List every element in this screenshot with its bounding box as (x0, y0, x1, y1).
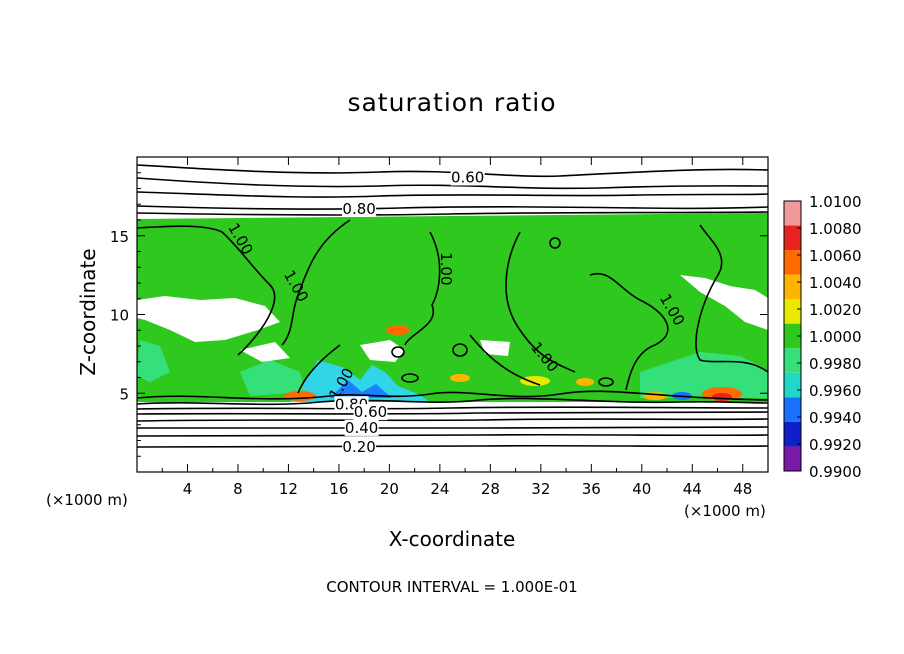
x-unit-left: (×1000 m) (46, 491, 128, 509)
x-tick-label: 44 (683, 480, 702, 498)
y-tick-label: 5 (119, 385, 129, 403)
contour-label: 0.80 (342, 200, 375, 218)
x-tick-label: 48 (733, 480, 752, 498)
x-tick-label: 40 (632, 480, 651, 498)
very-low-ratio-region (330, 380, 392, 398)
x-unit-right: (×1000 m) (684, 502, 766, 520)
y-axis-ticks: 5 10 15 (110, 172, 768, 457)
colorbar-swatch (784, 397, 801, 422)
cyan-patch-right (640, 352, 768, 398)
x-axis-label: X-coordinate (388, 527, 516, 551)
cloud-hole (680, 275, 768, 330)
chart-title: saturation ratio (347, 88, 557, 117)
cyan-patch-mid (240, 360, 305, 396)
colorbar-swatch (784, 274, 801, 300)
colorbar-swatch (784, 250, 801, 275)
colorbar-label: 0.9900 (809, 463, 862, 481)
supersaturation-spot (520, 376, 550, 386)
contour-label: 1.00 (437, 252, 455, 285)
contour-label-bg (342, 200, 377, 217)
contour-label-bg (450, 169, 485, 186)
supersaturation-spot (712, 393, 732, 401)
x-tick-label: 4 (183, 480, 193, 498)
x-tick-label: 8 (233, 480, 243, 498)
colorbar-label: 1.0040 (809, 274, 862, 292)
colorbar-label: 0.9920 (809, 436, 862, 454)
colorbar-label: 1.0020 (809, 301, 862, 319)
colorbar-swatch (784, 421, 801, 447)
saturation-field (137, 213, 768, 402)
colorbar-label: 0.9980 (809, 355, 862, 373)
contour-label: 0.60 (451, 168, 484, 186)
low-ratio-region (290, 360, 430, 402)
x-tick-label: 28 (481, 480, 500, 498)
contour-interval-note: CONTOUR INTERVAL = 1.000E-01 (326, 578, 578, 596)
colorbar-label: 1.0100 (809, 193, 862, 211)
colorbar-swatch (784, 225, 801, 251)
colorbar-swatch (784, 372, 801, 398)
colorbar-swatch (784, 323, 801, 349)
supersaturation-spot (386, 325, 410, 335)
contour-lines (137, 164, 768, 448)
cyan-patch-left (137, 340, 170, 382)
contour-label: 0.60 (354, 403, 387, 421)
contour-label: 0.40 (345, 419, 378, 437)
colorbar-label: 1.0080 (809, 220, 862, 238)
colorbar: 1.0100 1.0080 1.0060 1.0040 1.0020 1.0000 0.99… (783, 193, 862, 481)
y-tick-label: 10 (110, 307, 129, 325)
cloud-hole (240, 342, 290, 362)
x-tick-label: 24 (430, 480, 449, 498)
colorbar-label: 0.9940 (809, 409, 862, 427)
contour-label-bg (353, 404, 388, 421)
colorbar-swatch (784, 348, 801, 373)
colorbar-label: 0.9960 (809, 382, 862, 400)
supersaturation-spot (576, 378, 594, 386)
x-tick-label: 16 (329, 480, 348, 498)
colorbar-swatch (784, 201, 801, 226)
x-tick-label: 36 (582, 480, 601, 498)
colorbar-label: 1.0000 (809, 328, 862, 346)
y-axis-label: Z-coordinate (76, 248, 100, 376)
saturated-region (137, 213, 768, 402)
x-tick-label: 12 (279, 480, 298, 498)
colorbar-swatch (784, 299, 801, 324)
cloud-hole (480, 340, 510, 356)
colorbar-label: 1.0060 (809, 247, 862, 265)
cloud-hole (137, 296, 280, 342)
contour-label-bg (342, 438, 377, 455)
x-axis-ticks: 4 8 12 16 20 24 28 32 36 40 44 48 (161, 157, 752, 498)
colorbar-swatch (784, 446, 801, 471)
x-tick-label: 32 (531, 480, 550, 498)
contour-label-bg (344, 419, 379, 436)
y-tick-label: 15 (110, 228, 129, 246)
supersaturation-spot (450, 374, 470, 382)
contour-label: 0.20 (342, 438, 375, 456)
x-tick-label: 20 (380, 480, 399, 498)
